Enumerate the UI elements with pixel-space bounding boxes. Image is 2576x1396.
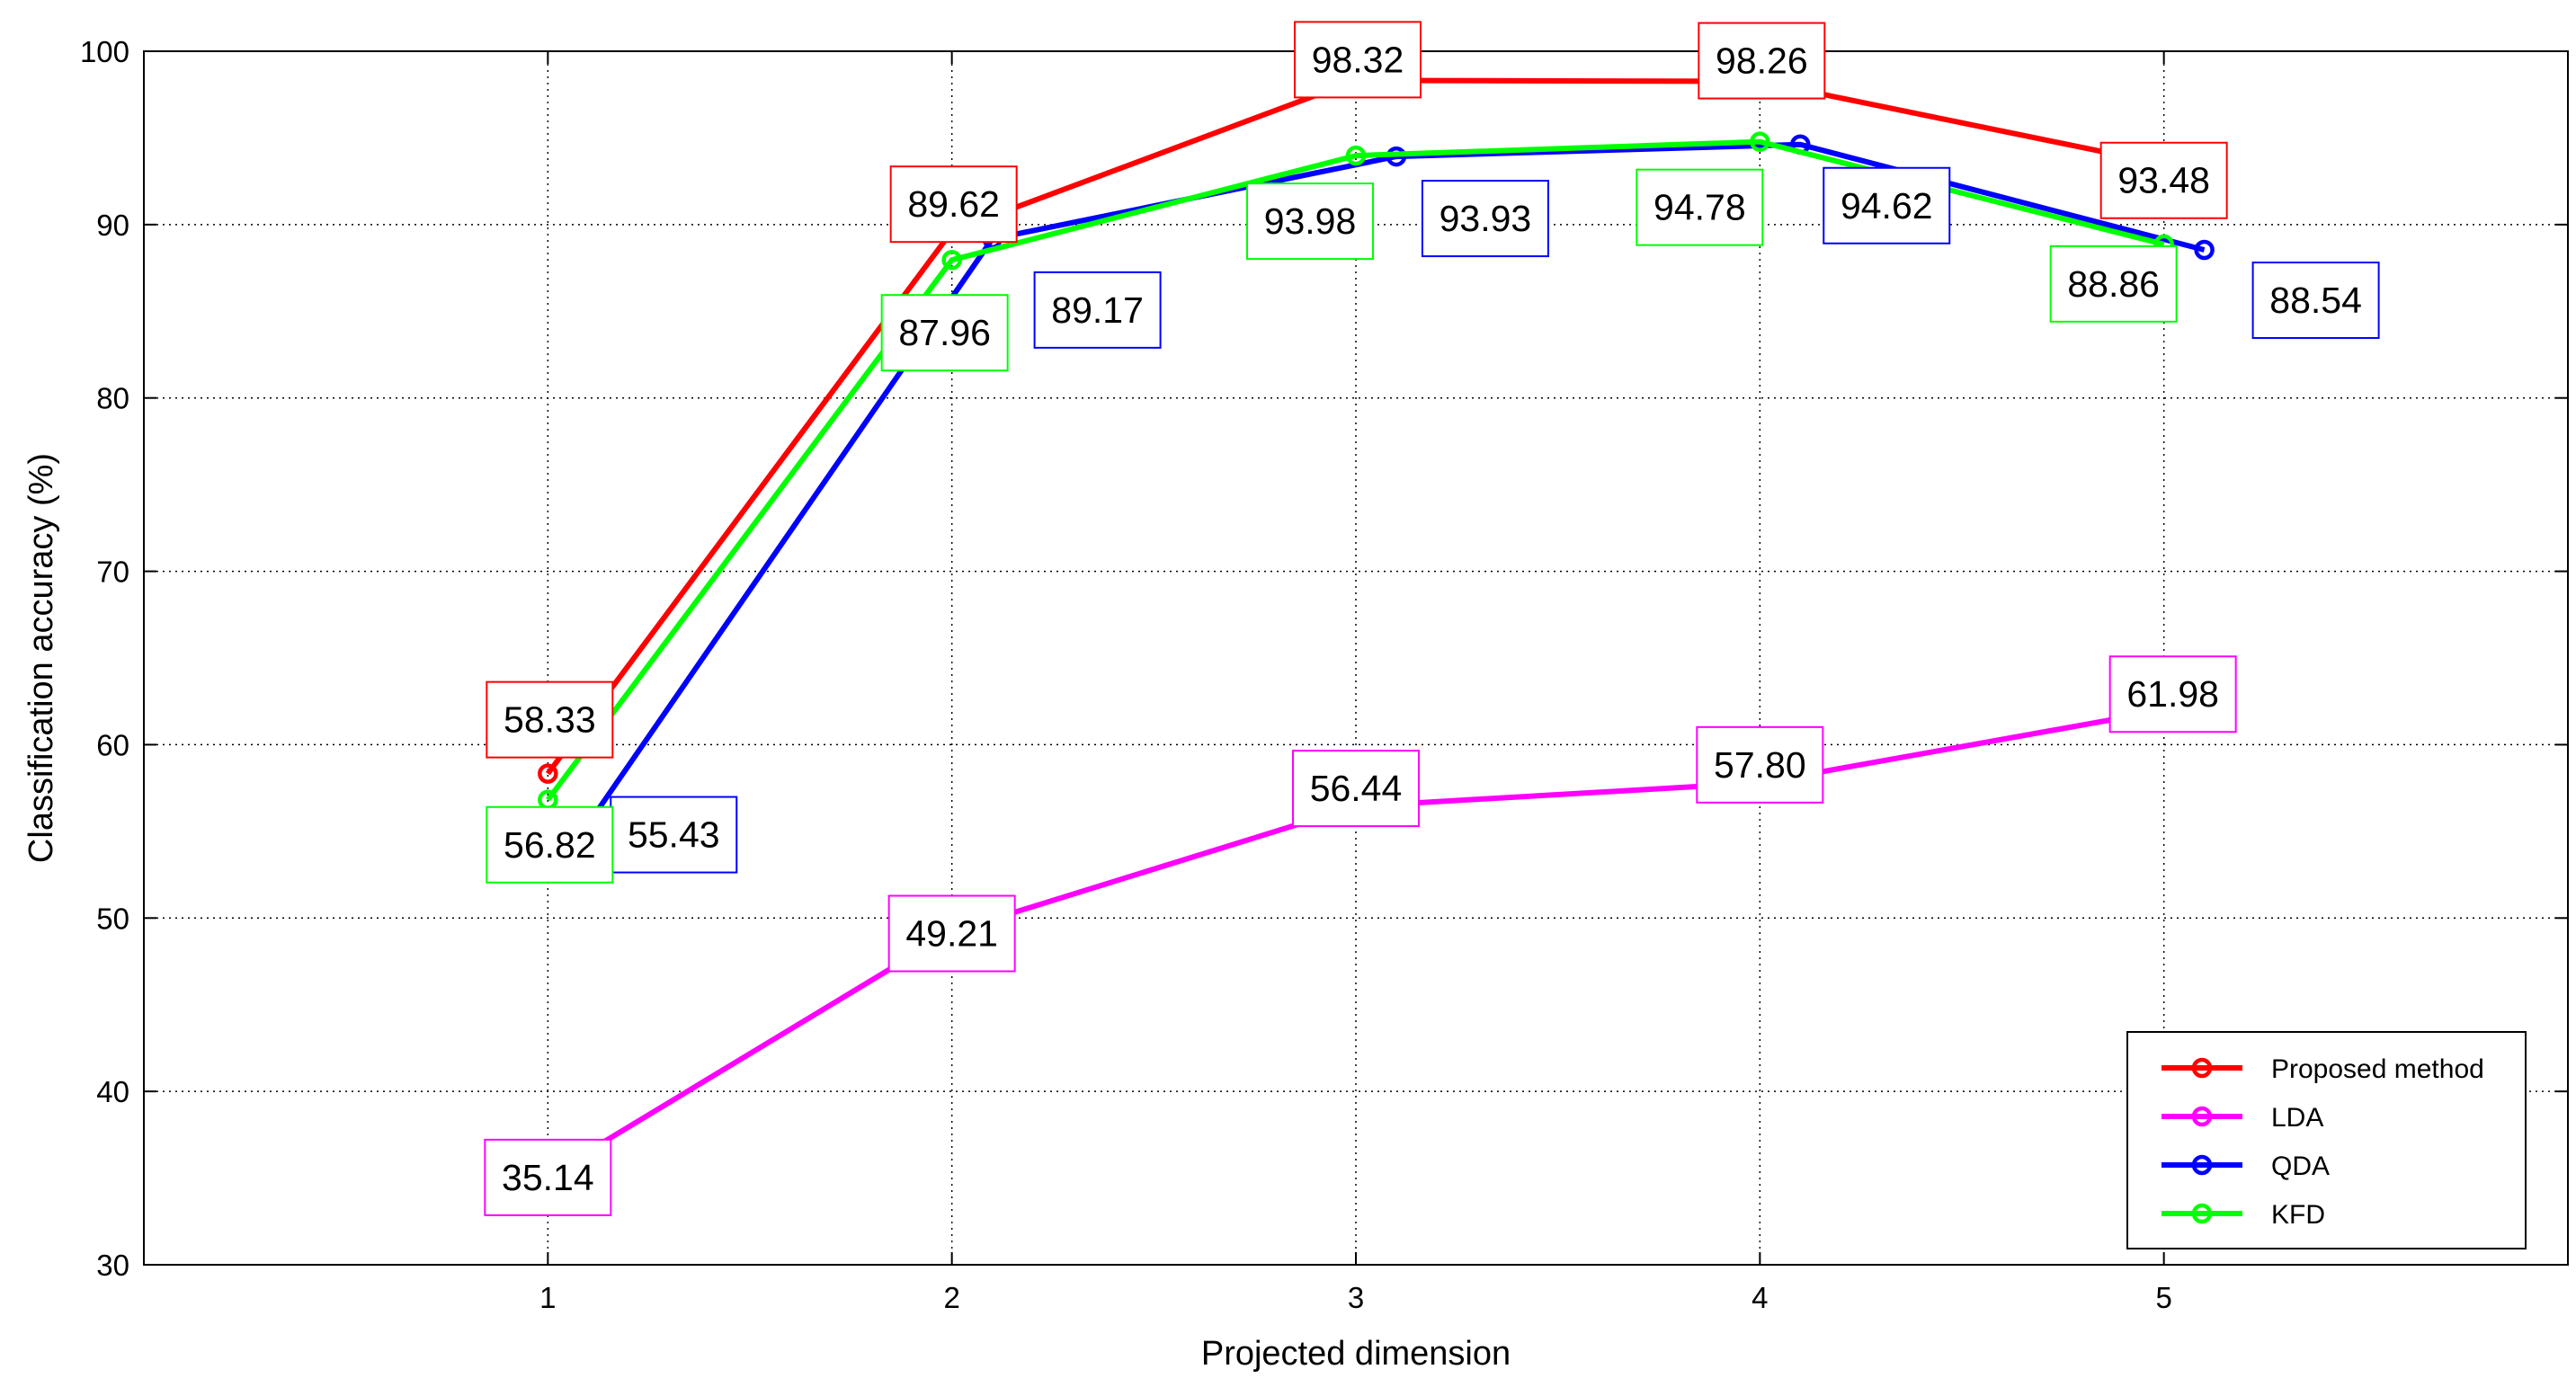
legend-entry-label: KFD bbox=[2271, 1200, 2325, 1230]
data-label-box bbox=[2099, 141, 2228, 219]
data-label-box bbox=[484, 1138, 612, 1216]
data-label-text: 88.54 bbox=[2269, 280, 2362, 321]
y-tick-label: 70 bbox=[96, 556, 129, 589]
data-label: 56.44 bbox=[1292, 750, 1420, 828]
y-tick-label: 30 bbox=[96, 1249, 129, 1282]
x-tick-label: 2 bbox=[943, 1281, 959, 1314]
data-label: 89.17 bbox=[1033, 271, 1162, 349]
data-label-text: 56.82 bbox=[504, 824, 596, 866]
data-label-box bbox=[610, 796, 738, 874]
data-label-text: 94.62 bbox=[1841, 185, 1933, 227]
data-point bbox=[1750, 131, 1770, 152]
data-label: 61.98 bbox=[2108, 655, 2237, 734]
legend-entry-label: LDA bbox=[2271, 1103, 2323, 1133]
data-point bbox=[2194, 239, 2215, 261]
y-tick-label: 90 bbox=[96, 209, 129, 242]
data-label: 56.82 bbox=[486, 805, 614, 884]
legend-entry-label: Proposed method bbox=[2271, 1054, 2484, 1084]
data-label: 88.54 bbox=[2251, 262, 2380, 340]
legend-swatch-marker bbox=[2191, 1057, 2213, 1079]
data-label-box bbox=[486, 680, 614, 759]
data-label: 58.33 bbox=[486, 680, 614, 759]
data-label: 93.48 bbox=[2099, 141, 2228, 219]
x-tick-label: 1 bbox=[539, 1281, 556, 1314]
data-label-text: 58.33 bbox=[504, 699, 596, 741]
data-label: 98.26 bbox=[1698, 22, 1826, 100]
data-label-box bbox=[1421, 180, 1549, 258]
data-label-text: 88.86 bbox=[2067, 263, 2160, 305]
data-label-box bbox=[1696, 725, 1824, 804]
data-labels: 58.33 89.62 98.32 98.26 93.48 35.14 49.21 56.44… bbox=[484, 21, 2380, 1216]
data-label-box bbox=[880, 294, 1009, 372]
data-label-text: 94.78 bbox=[1653, 187, 1746, 228]
data-label-text: 55.43 bbox=[628, 814, 720, 856]
data-label-text: 49.21 bbox=[905, 913, 998, 955]
data-label-box bbox=[486, 805, 614, 884]
data-label-box bbox=[887, 894, 1016, 973]
legend-entry-label: QDA bbox=[2271, 1151, 2330, 1181]
data-label-box bbox=[2251, 262, 2380, 340]
legend: Proposed method LDA QDA KFD bbox=[2126, 1031, 2527, 1249]
data-label-box bbox=[1246, 182, 1374, 261]
y-tick-label: 40 bbox=[96, 1075, 129, 1108]
data-label-text: 35.14 bbox=[502, 1157, 594, 1198]
x-tick-label: 5 bbox=[2155, 1281, 2171, 1314]
data-label-box bbox=[2108, 655, 2237, 734]
data-label: 55.43 bbox=[610, 796, 738, 874]
data-label: 35.14 bbox=[484, 1138, 612, 1216]
data-label-box bbox=[1294, 21, 1422, 99]
data-label-box bbox=[1636, 168, 1764, 246]
data-point bbox=[538, 763, 558, 784]
data-label-text: 89.62 bbox=[907, 183, 1000, 225]
y-tick-label: 100 bbox=[80, 35, 129, 68]
data-label-text: 89.17 bbox=[1051, 289, 1144, 331]
data-label: 57.80 bbox=[1696, 725, 1824, 804]
data-label-box bbox=[1698, 22, 1826, 100]
data-label: 98.32 bbox=[1294, 21, 1422, 99]
data-label: 93.93 bbox=[1421, 180, 1549, 258]
data-label-box bbox=[889, 165, 1018, 244]
legend-swatch-marker bbox=[2191, 1154, 2213, 1176]
x-tick-label: 3 bbox=[1348, 1281, 1364, 1314]
data-label: 88.86 bbox=[2049, 245, 2178, 323]
x-tick-label: 4 bbox=[1752, 1281, 1768, 1314]
legend-swatch-marker bbox=[2191, 1106, 2213, 1127]
data-point bbox=[941, 249, 962, 271]
data-label-text: 61.98 bbox=[2126, 673, 2219, 715]
data-label: 89.62 bbox=[889, 165, 1018, 244]
y-tick-label: 60 bbox=[96, 728, 129, 761]
data-label-text: 93.98 bbox=[1264, 200, 1357, 242]
data-label-box bbox=[2049, 245, 2178, 323]
data-label-box bbox=[1033, 271, 1162, 349]
data-label-text: 56.44 bbox=[1310, 768, 1403, 809]
data-label-text: 87.96 bbox=[898, 312, 991, 353]
data-label-text: 98.26 bbox=[1716, 40, 1808, 82]
data-label-text: 57.80 bbox=[1714, 744, 1806, 786]
axis-ticks: 1 2 3 4 5 30 40 50 60 70 80 90 100 bbox=[80, 35, 2568, 1314]
data-point bbox=[1345, 145, 1367, 166]
data-label: 87.96 bbox=[880, 294, 1009, 372]
data-label-text: 93.48 bbox=[2117, 160, 2210, 201]
y-axis-title: Classification accuracy (%) bbox=[22, 453, 60, 863]
data-label: 94.78 bbox=[1636, 168, 1764, 246]
data-label: 94.62 bbox=[1823, 166, 1951, 245]
y-tick-label: 80 bbox=[96, 382, 129, 415]
legend-swatch-marker bbox=[2191, 1203, 2213, 1224]
data-label-box bbox=[1823, 166, 1951, 245]
x-axis-title: Projected dimension bbox=[1201, 1335, 1511, 1373]
data-label-text: 98.32 bbox=[1312, 39, 1404, 80]
data-label: 49.21 bbox=[887, 894, 1016, 973]
data-label: 93.98 bbox=[1246, 182, 1374, 261]
data-label-text: 93.93 bbox=[1440, 198, 1532, 239]
y-tick-label: 50 bbox=[96, 902, 129, 935]
data-label-box bbox=[1292, 750, 1420, 828]
